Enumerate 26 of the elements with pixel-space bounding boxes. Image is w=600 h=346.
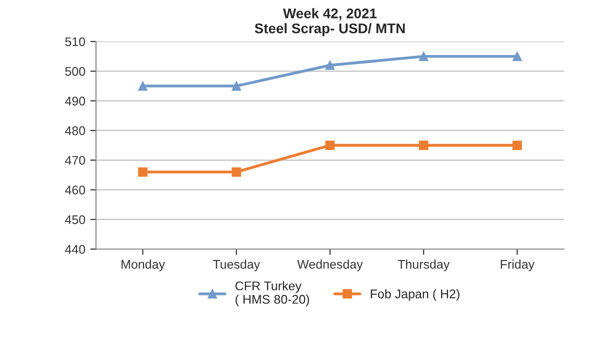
y-tick-label: 460 [65, 186, 86, 194]
point [418, 52, 428, 62]
x-tick-label: Wednesday [297, 260, 363, 272]
y-tick-label: 450 [65, 215, 86, 224]
y-tick-label: 440 [65, 244, 86, 254]
y-tick-label: 500 [65, 66, 86, 76]
chart-title: Week 42, 2021 Steel Scrap- USD/ MTN [254, 8, 405, 36]
point [325, 140, 335, 150]
y-tick-label: 470 [65, 156, 86, 165]
point [138, 167, 148, 177]
point [232, 81, 242, 91]
y-tick-label: 490 [65, 96, 86, 106]
point [418, 140, 428, 150]
point [325, 60, 335, 70]
point [232, 167, 242, 177]
legend-label: CFR Turkey ( HMS 80-20) [235, 281, 310, 306]
x-tick-label: Tuesday [212, 260, 260, 272]
x-tick-label: Friday [500, 260, 535, 272]
y-tick-label: 480 [65, 126, 86, 136]
point [138, 81, 148, 91]
y-tick-label: 510 [65, 37, 86, 46]
x-tick-label: Thursday [398, 260, 450, 272]
point [512, 52, 522, 62]
point [512, 140, 522, 150]
x-tick-label: Monday [122, 260, 166, 272]
legend-label: Fob Japan ( H2) [370, 289, 460, 301]
